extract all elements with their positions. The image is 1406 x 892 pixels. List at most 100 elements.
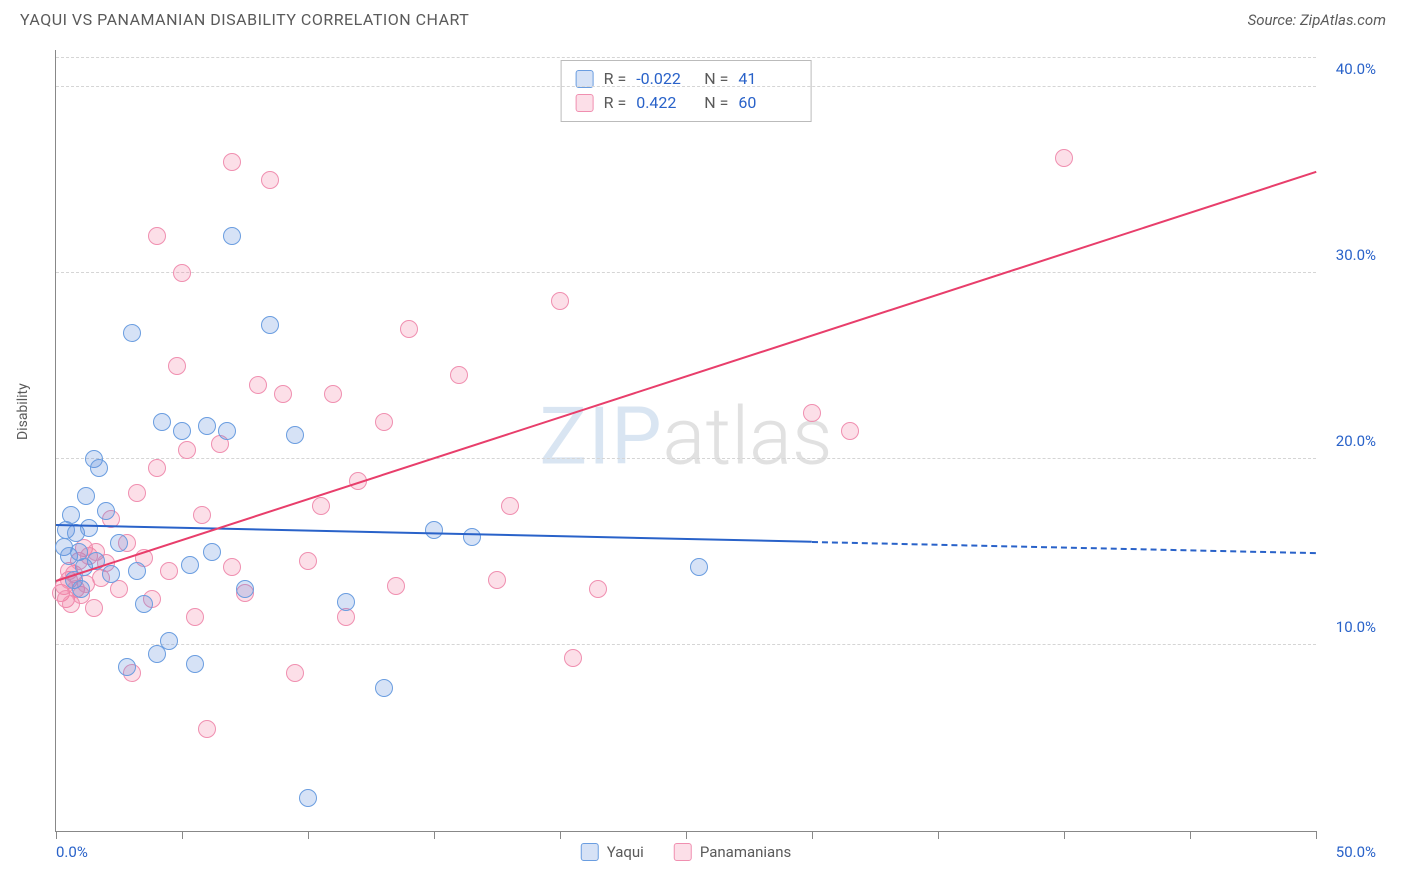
data-point-panamanians [173, 264, 191, 282]
swatch-panamanians [674, 843, 692, 861]
data-point-yaqui [90, 459, 108, 477]
stat-r-label: R = [604, 91, 627, 115]
data-point-yaqui [218, 422, 236, 440]
x-tick-label-min: 0.0% [56, 843, 88, 861]
data-point-panamanians [274, 385, 292, 403]
data-point-panamanians [223, 153, 241, 171]
data-point-panamanians [564, 649, 582, 667]
data-point-panamanians [193, 506, 211, 524]
x-tick [56, 831, 57, 839]
data-point-yaqui [203, 543, 221, 561]
y-tick-label: 10.0% [1336, 618, 1376, 636]
data-point-panamanians [1055, 149, 1073, 167]
x-tick [686, 831, 687, 839]
data-point-panamanians [198, 720, 216, 738]
gridline [56, 86, 1316, 87]
x-tick [560, 831, 561, 839]
data-point-panamanians [324, 385, 342, 403]
bottom-legend: Yaqui Panamanians [581, 843, 792, 861]
watermark-atlas: atlas [663, 389, 833, 483]
x-tick [1190, 831, 1191, 839]
data-point-yaqui [135, 595, 153, 613]
swatch-panamanians [576, 94, 594, 112]
data-point-yaqui [62, 506, 80, 524]
data-point-panamanians [286, 664, 304, 682]
data-point-panamanians [450, 366, 468, 384]
data-point-panamanians [128, 484, 146, 502]
data-point-yaqui [463, 528, 481, 546]
legend-item-panamanians: Panamanians [674, 843, 791, 861]
data-point-panamanians [803, 404, 821, 422]
data-point-yaqui [186, 655, 204, 673]
x-tick [308, 831, 309, 839]
stats-row-panamanians: R = 0.422 N = 60 [576, 91, 797, 115]
data-point-yaqui [375, 679, 393, 697]
data-point-yaqui [123, 324, 141, 342]
data-point-yaqui [72, 580, 90, 598]
data-point-yaqui [198, 417, 216, 435]
x-tick [938, 831, 939, 839]
data-point-panamanians [387, 577, 405, 595]
data-point-yaqui [110, 534, 128, 552]
stats-row-yaqui: R = -0.022 N = 41 [576, 67, 797, 91]
stats-legend-box: R = -0.022 N = 41 R = 0.422 N = 60 [561, 60, 812, 122]
trend-line [56, 171, 1317, 582]
data-point-panamanians [375, 413, 393, 431]
data-point-yaqui [97, 502, 115, 520]
x-tick [1316, 831, 1317, 839]
data-point-yaqui [236, 580, 254, 598]
chart-container: Disability ZIPatlas R = -0.022 N = 41 R … [20, 40, 1386, 880]
swatch-yaqui [581, 843, 599, 861]
data-point-panamanians [501, 497, 519, 515]
data-point-yaqui [160, 632, 178, 650]
y-tick-label: 30.0% [1336, 246, 1376, 264]
stat-n-label: N = [704, 67, 728, 91]
data-point-yaqui [261, 316, 279, 334]
stat-n-value-yaqui: 41 [738, 67, 796, 91]
data-point-yaqui [286, 426, 304, 444]
data-point-panamanians [186, 608, 204, 626]
source-label: Source: ZipAtlas.com [1248, 11, 1386, 29]
x-tick [812, 831, 813, 839]
data-point-yaqui [80, 519, 98, 537]
legend-item-yaqui: Yaqui [581, 843, 644, 861]
data-point-yaqui [223, 227, 241, 245]
x-tick [434, 831, 435, 839]
stat-r-value-yaqui: -0.022 [636, 67, 694, 91]
data-point-yaqui [181, 556, 199, 574]
plot-area: ZIPatlas R = -0.022 N = 41 R = 0.422 N =… [55, 50, 1316, 832]
data-point-panamanians [299, 552, 317, 570]
data-point-yaqui [337, 593, 355, 611]
data-point-panamanians [178, 441, 196, 459]
x-tick [182, 831, 183, 839]
trend-line [812, 541, 1316, 554]
data-point-yaqui [77, 487, 95, 505]
data-point-panamanians [312, 497, 330, 515]
data-point-panamanians [400, 320, 418, 338]
data-point-panamanians [261, 171, 279, 189]
stat-n-label: N = [704, 91, 728, 115]
y-tick-label: 40.0% [1336, 60, 1376, 78]
data-point-panamanians [249, 376, 267, 394]
gridline [56, 57, 1316, 58]
data-point-yaqui [153, 413, 171, 431]
chart-title: YAQUI VS PANAMANIAN DISABILITY CORRELATI… [20, 10, 469, 29]
gridline [56, 272, 1316, 273]
data-point-yaqui [128, 562, 146, 580]
stat-n-value-panamanians: 60 [738, 91, 796, 115]
data-point-panamanians [551, 292, 569, 310]
data-point-panamanians [841, 422, 859, 440]
x-tick [1064, 831, 1065, 839]
gridline [56, 644, 1316, 645]
legend-label-yaqui: Yaqui [607, 843, 644, 861]
data-point-panamanians [488, 571, 506, 589]
stat-r-value-panamanians: 0.422 [636, 91, 694, 115]
data-point-yaqui [173, 422, 191, 440]
data-point-panamanians [148, 459, 166, 477]
data-point-panamanians [85, 599, 103, 617]
y-tick-label: 20.0% [1336, 432, 1376, 450]
stat-r-label: R = [604, 67, 627, 91]
data-point-panamanians [160, 562, 178, 580]
data-point-panamanians [148, 227, 166, 245]
data-point-yaqui [299, 789, 317, 807]
